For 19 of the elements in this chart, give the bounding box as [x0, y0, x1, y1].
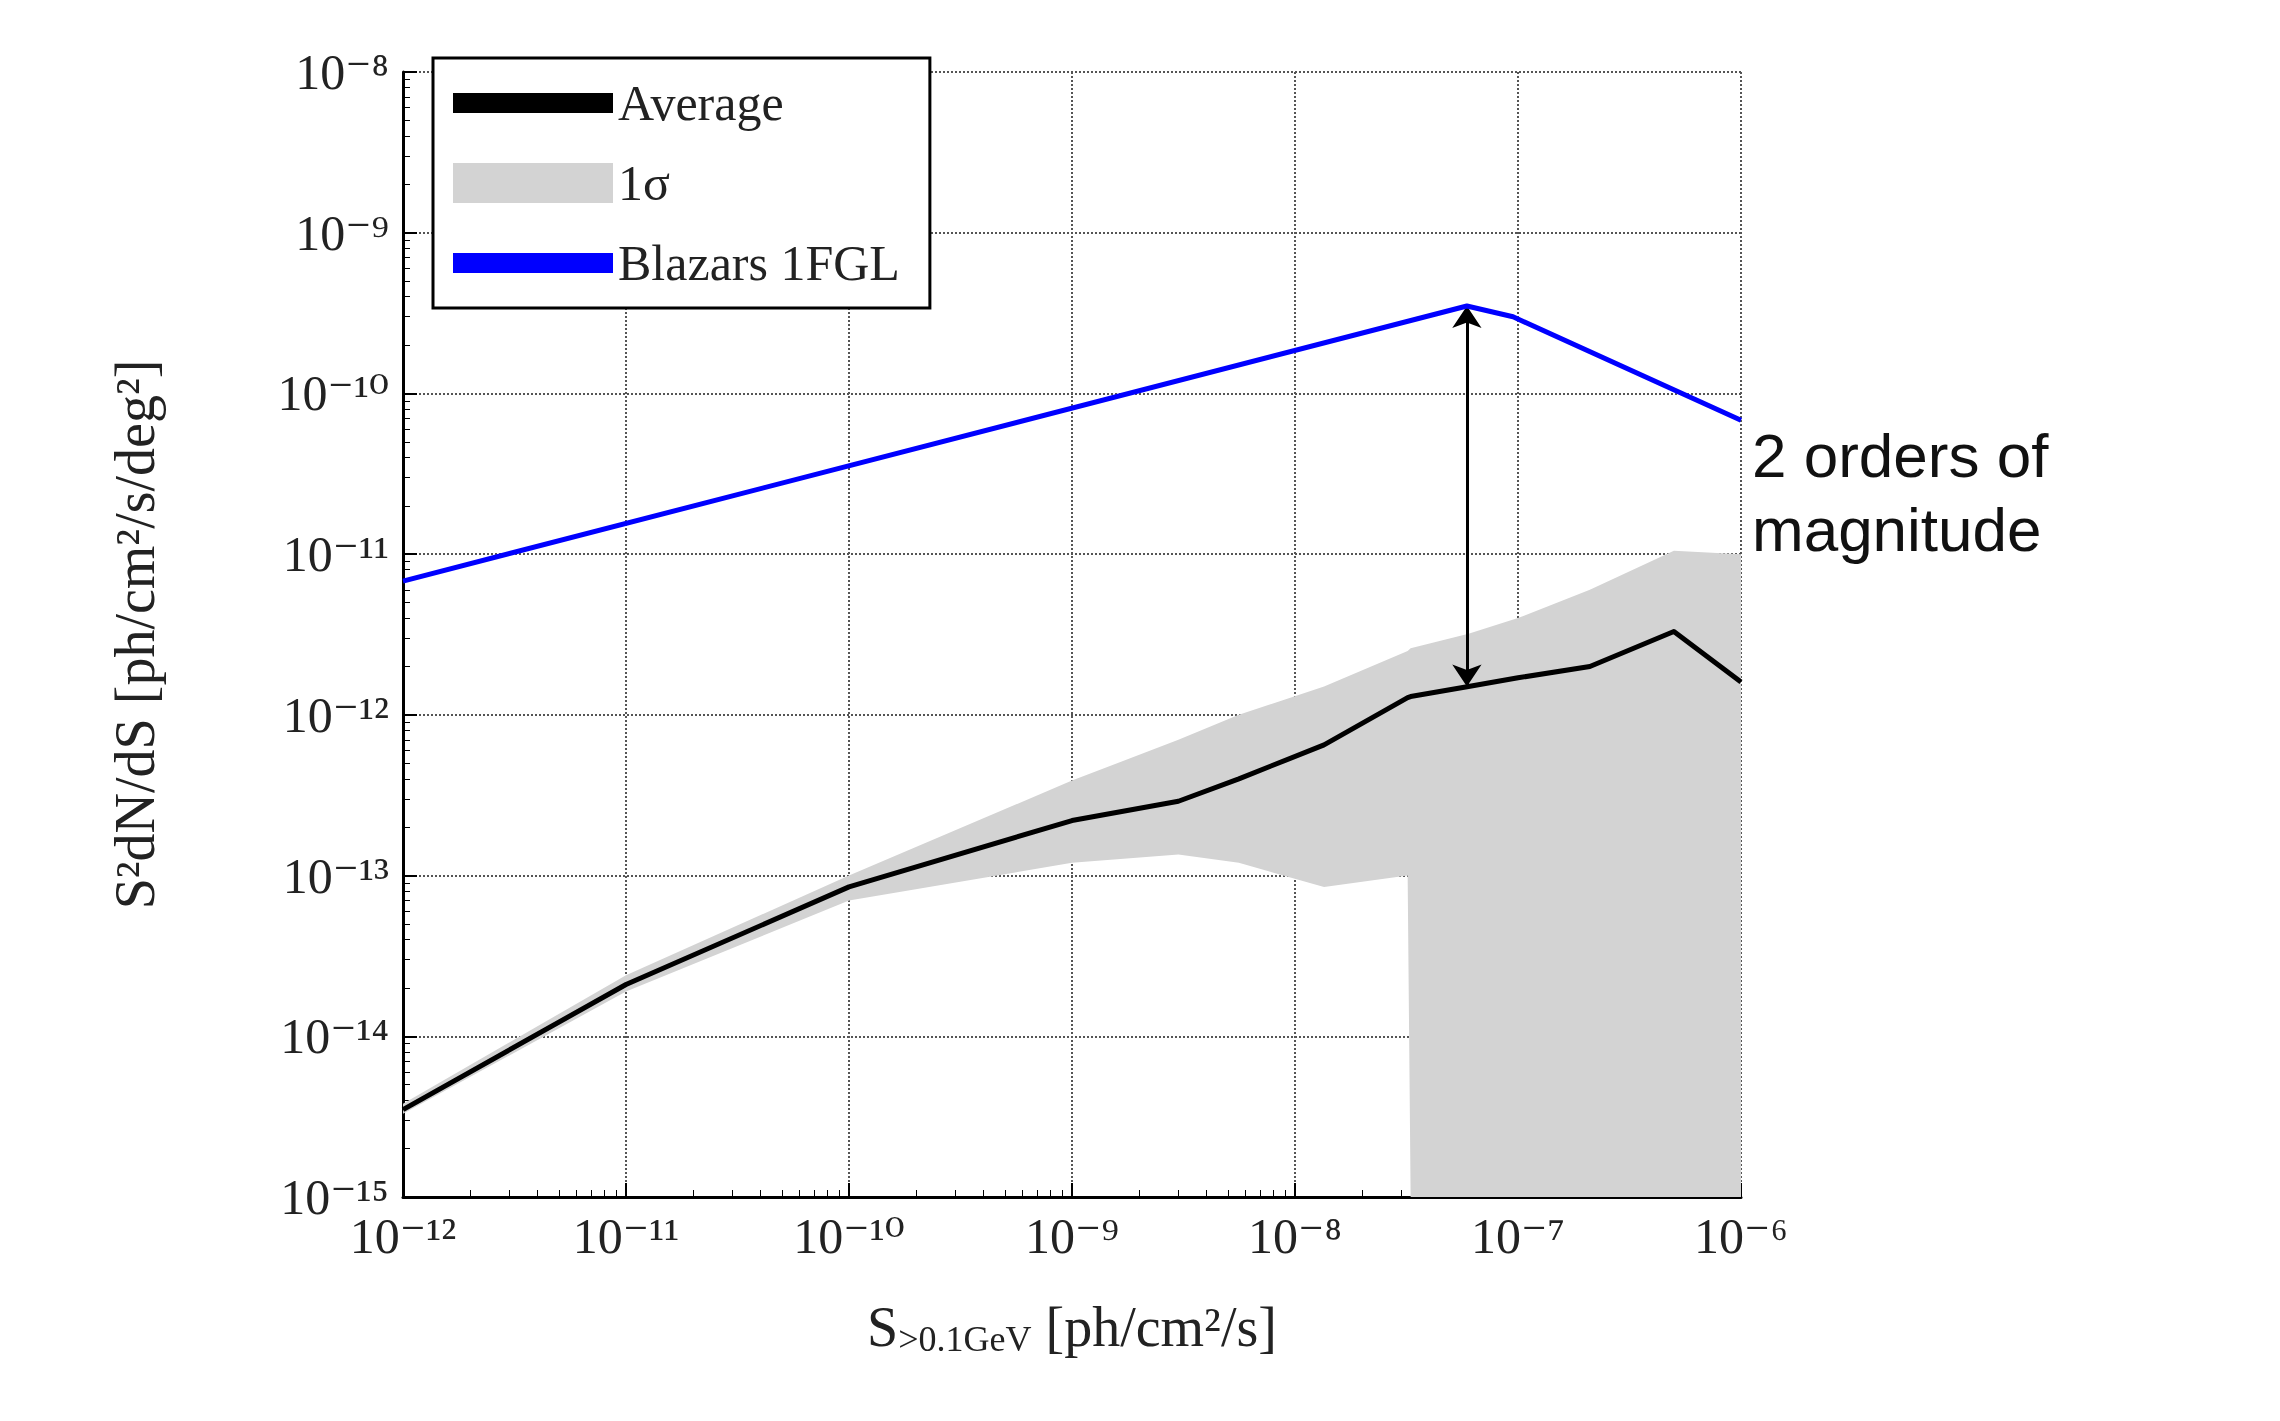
y-tick-label: 10⁻¹²	[282, 686, 389, 743]
x-tick-label: 10⁻⁸	[1248, 1208, 1342, 1264]
x-tick-label: 10⁻⁷	[1471, 1208, 1565, 1264]
y-tick-label: 10⁻⁹	[295, 204, 389, 261]
x-tick-label: 10⁻⁹	[1025, 1208, 1119, 1264]
x-tick-label: 10⁻¹⁰	[793, 1208, 905, 1264]
y-tick-label: 10⁻⁸	[295, 44, 389, 100]
legend-label: 1σ	[618, 155, 670, 211]
text: 2 orders of magnitude	[1752, 420, 2066, 564]
x-tick-label: 10⁻¹¹	[572, 1208, 680, 1264]
legend-label: Blazars 1FGL	[618, 235, 900, 291]
legend-label: Average	[618, 75, 784, 131]
y-tick-label: 10⁻¹⁴	[280, 1008, 389, 1065]
y-axis-title: S²dN/dS [ph/cm²/s/deg²]	[104, 359, 166, 910]
x-tick-label: 10⁻⁶	[1694, 1208, 1788, 1264]
x-axis-title: S>0.1GeV [ph/cm²/s]	[867, 1296, 1277, 1359]
y-tick-label: 10⁻¹³	[282, 847, 390, 904]
y-tick-label: 10⁻¹⁰	[277, 365, 389, 422]
y-tick-label: 10⁻¹¹	[282, 526, 389, 583]
